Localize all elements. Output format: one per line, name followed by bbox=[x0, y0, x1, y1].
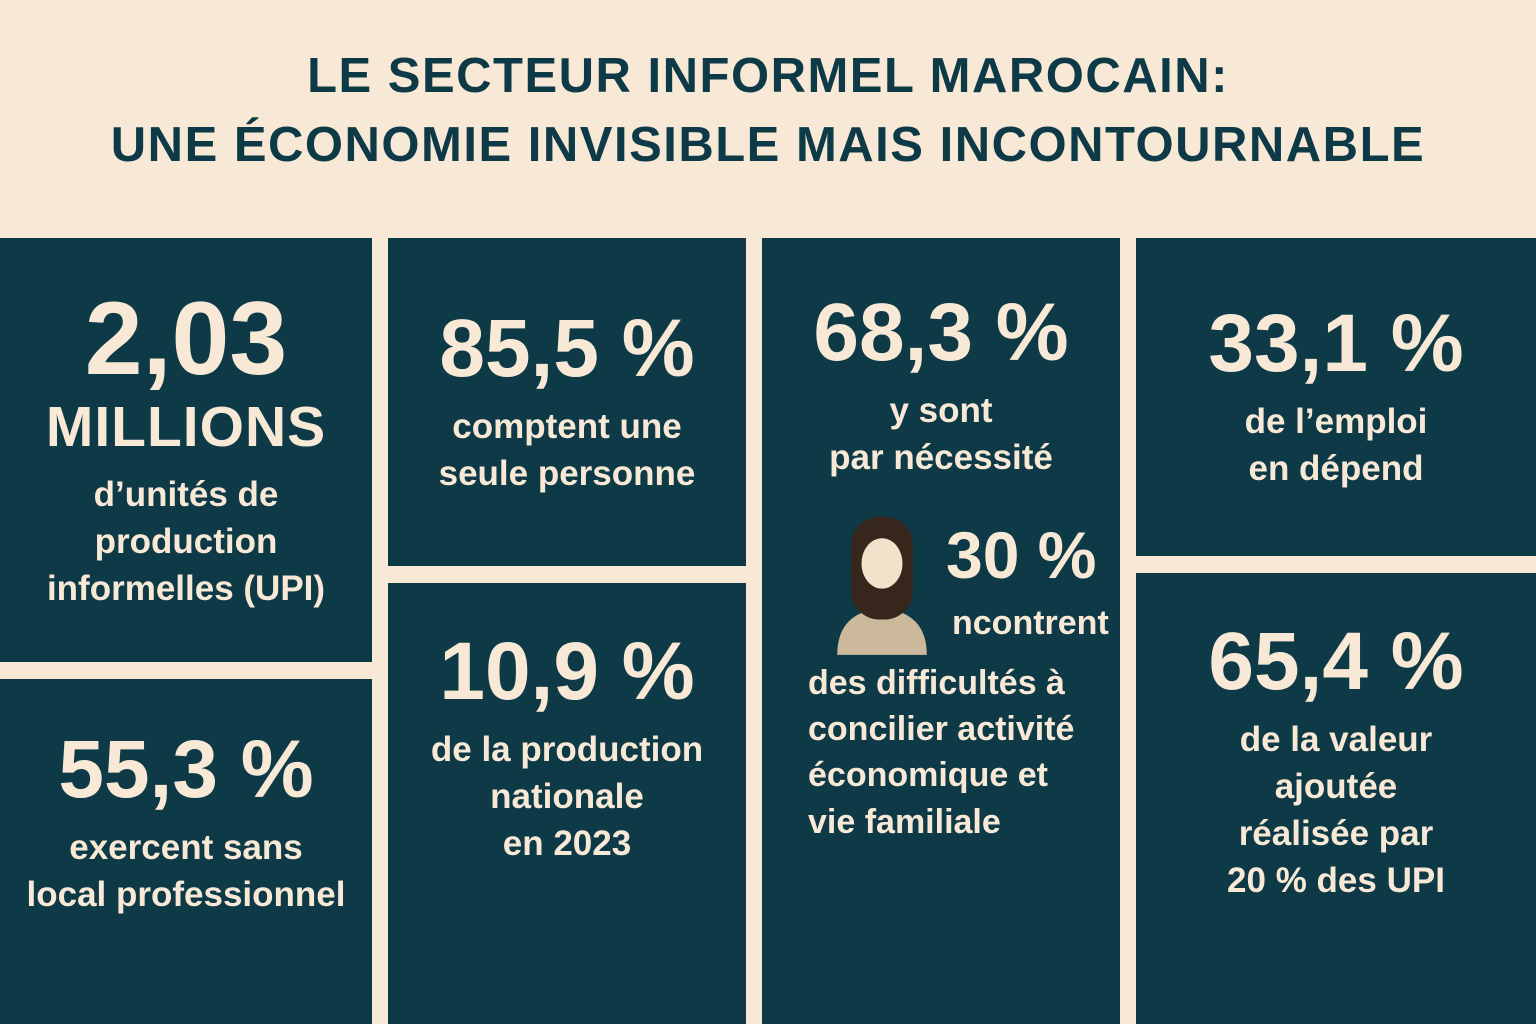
stat-card-valeur: 65,4 % de la valeur ajoutée réalisée par… bbox=[1136, 573, 1536, 1024]
stat-label-upi: d’unités de production informelles (UPI) bbox=[46, 475, 326, 609]
stat-value-local: 55,3 % bbox=[58, 724, 314, 815]
stat-sub-label: des difficultés à concilier activité éco… bbox=[808, 663, 1075, 841]
stat-card-personne: 85,5 % comptent une seule personne bbox=[388, 238, 746, 566]
stat-value-upi: 2,03 bbox=[84, 280, 288, 397]
stat-value-valeur: 65,4 % bbox=[1208, 616, 1464, 707]
stat-sub-row: 30 % ncontrent bbox=[826, 508, 1109, 660]
stat-label-local: exercent sans local professionnel bbox=[26, 828, 346, 914]
stat-label-production: de la production nationale en 2023 bbox=[430, 730, 704, 863]
stat-sub-block: 30 % ncontrent des difficultés à concili… bbox=[762, 508, 1120, 845]
stat-label-personne: comptent une seule personne bbox=[438, 407, 696, 494]
stat-sub-right: 30 % ncontrent bbox=[946, 508, 1109, 643]
title-line-2: UNE ÉCONOMIE INVISIBLE MAIS INCONTOURNAB… bbox=[110, 117, 1426, 172]
stat-label-emploi: de l’emploi en dépend bbox=[1244, 402, 1428, 489]
stat-column-2: 85,5 % comptent une seule personne 10,9 … bbox=[388, 238, 746, 1024]
stat-unit-upi: MILLIONS bbox=[45, 394, 327, 459]
stat-value-personne: 85,5 % bbox=[439, 303, 695, 395]
stat-grid: 2,03 MILLIONS d’unités de production inf… bbox=[0, 238, 1536, 1024]
stat-sub-value: 30 % bbox=[946, 517, 1097, 592]
stat-column-1: 2,03 MILLIONS d’unités de production inf… bbox=[0, 238, 372, 1024]
page-title: LE SECTEUR INFORMEL MAROCAIN: UNE ÉCONOM… bbox=[0, 42, 1536, 179]
stat-value-emploi: 33,1 % bbox=[1208, 298, 1464, 390]
stat-value-production: 10,9 % bbox=[439, 626, 695, 717]
stat-column-3: 68,3 % y sont par nécessité 30 % ncontre… bbox=[762, 238, 1120, 1024]
stat-value-necessite: 68,3 % bbox=[813, 287, 1069, 378]
stat-card-emploi: 33,1 % de l’emploi en dépend bbox=[1136, 238, 1536, 556]
stat-column-4: 33,1 % de l’emploi en dépend 65,4 % de l… bbox=[1136, 238, 1536, 1024]
stat-card-local: 55,3 % exercent sans local professionnel bbox=[0, 679, 372, 1024]
stat-sub-word: ncontrent bbox=[952, 603, 1109, 642]
title-line-1: LE SECTEUR INFORMEL MAROCAIN: bbox=[307, 49, 1229, 103]
stat-label-necessite: y sont par nécessité bbox=[829, 391, 1053, 477]
stat-label-valeur: de la valeur ajoutée réalisée par 20 % d… bbox=[1227, 720, 1445, 900]
stat-card-production: 10,9 % de la production nationale en 202… bbox=[388, 583, 746, 1024]
woman-avatar-icon bbox=[837, 516, 927, 655]
stat-card-necessite: 68,3 % y sont par nécessité 30 % ncontre… bbox=[762, 238, 1120, 1024]
stat-card-upi: 2,03 MILLIONS d’unités de production inf… bbox=[0, 238, 372, 662]
